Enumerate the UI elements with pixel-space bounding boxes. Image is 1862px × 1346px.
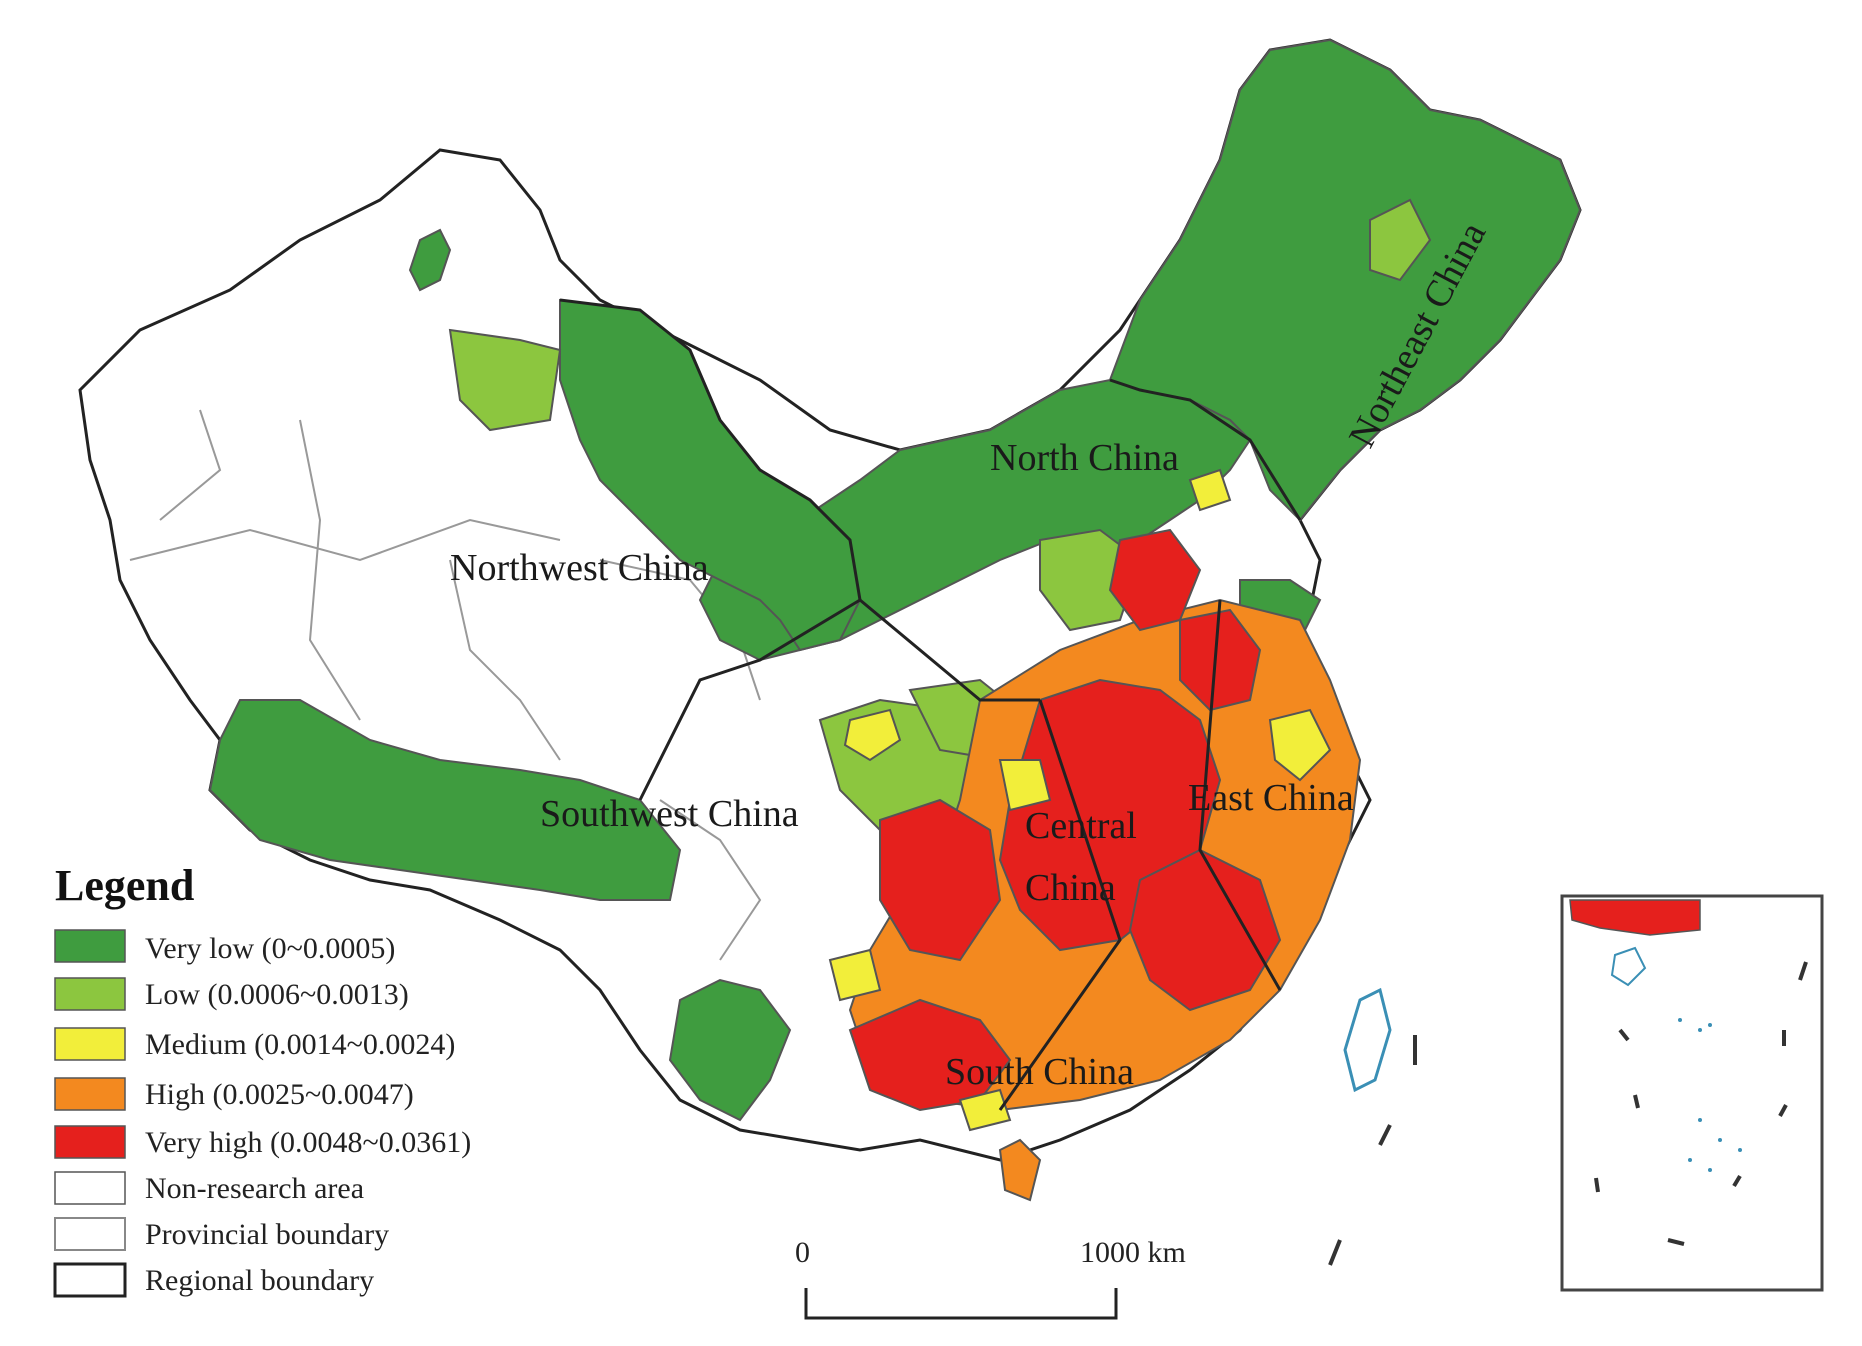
very-high-area-sichuan [879,798,1002,962]
label-northwest-china: Northwest China [450,547,709,589]
medium-area-6 [958,1088,1012,1132]
very-high-area-southeast [1128,848,1282,1012]
low-area-north [1039,528,1142,632]
legend-label-provincial: Provincial boundary [145,1218,389,1251]
legend-swatch-low [54,977,126,1011]
legend-swatch-provincial [54,1217,126,1251]
legend-label-high: High (0.0025~0.0047) [145,1078,414,1111]
medium-area-1 [843,708,902,762]
regional-boundaries [559,298,1302,1111]
legend-swatch-regional [53,1262,127,1298]
legend-label-medium: Medium (0.0014~0.0024) [145,1028,455,1061]
legend-swatch-medium [54,1027,126,1061]
label-central-line2: China [1025,867,1116,909]
medium-area-3 [1268,708,1332,782]
xinjiang-strip-fill [408,228,452,292]
label-central-line1: Central [1025,805,1137,847]
very-high-area-east [1179,608,1262,712]
inset-mainland-strip [1569,899,1701,936]
taiwan-outline [1343,987,1392,1093]
label-south-china: South China [945,1051,1134,1093]
label-southwest-china: Southwest China [540,793,799,835]
high-area-hainan [998,1138,1042,1202]
label-north-china: North China [990,437,1179,479]
low-area-northeast [1369,198,1432,282]
low-area-xinjiang [448,328,562,432]
inset-frame [1560,894,1824,1292]
legend-label-regional: Regional boundary [145,1264,374,1297]
medium-areas [828,468,1332,1132]
legend-swatch-high [54,1077,126,1111]
legend-swatch-very-high [54,1125,126,1159]
scale-start-label: 0 [795,1236,810,1269]
scale-line [804,1288,1118,1320]
legend-swatch-very-low [54,929,126,963]
scale-end-label: 1000 km [1080,1236,1186,1269]
legend-label-very-high: Very high (0.0048~0.0361) [145,1126,471,1159]
inset-island-marks [1594,961,1808,1246]
inset-dots [1678,1018,1742,1172]
label-east-china: East China [1188,777,1354,819]
legend-swatch-non-research [54,1171,126,1205]
very-high-area-south [848,998,1012,1112]
legend-label-low: Low (0.0006~0.0013) [145,978,409,1011]
legend-label-non-research: Non-research area [145,1172,364,1205]
tibet-green-fill [208,699,682,901]
very-high-area-north [1108,528,1202,632]
south-china-sea-inset [1560,894,1824,1292]
medium-area-4 [828,948,882,1002]
legend: Legend Very low (0~0.0005) Low (0.0006~0… [53,861,471,1298]
scale-bar: 0 1000 km [795,1236,1186,1320]
yunnan-green-fill [668,978,792,1122]
medium-area-2 [998,759,1052,812]
legend-label-very-low: Very low (0~0.0005) [145,932,395,965]
medium-area-5 [1188,468,1232,512]
inset-hainan [1610,946,1647,987]
coastal-island-marks [1328,1035,1417,1266]
legend-title: Legend [55,861,194,910]
